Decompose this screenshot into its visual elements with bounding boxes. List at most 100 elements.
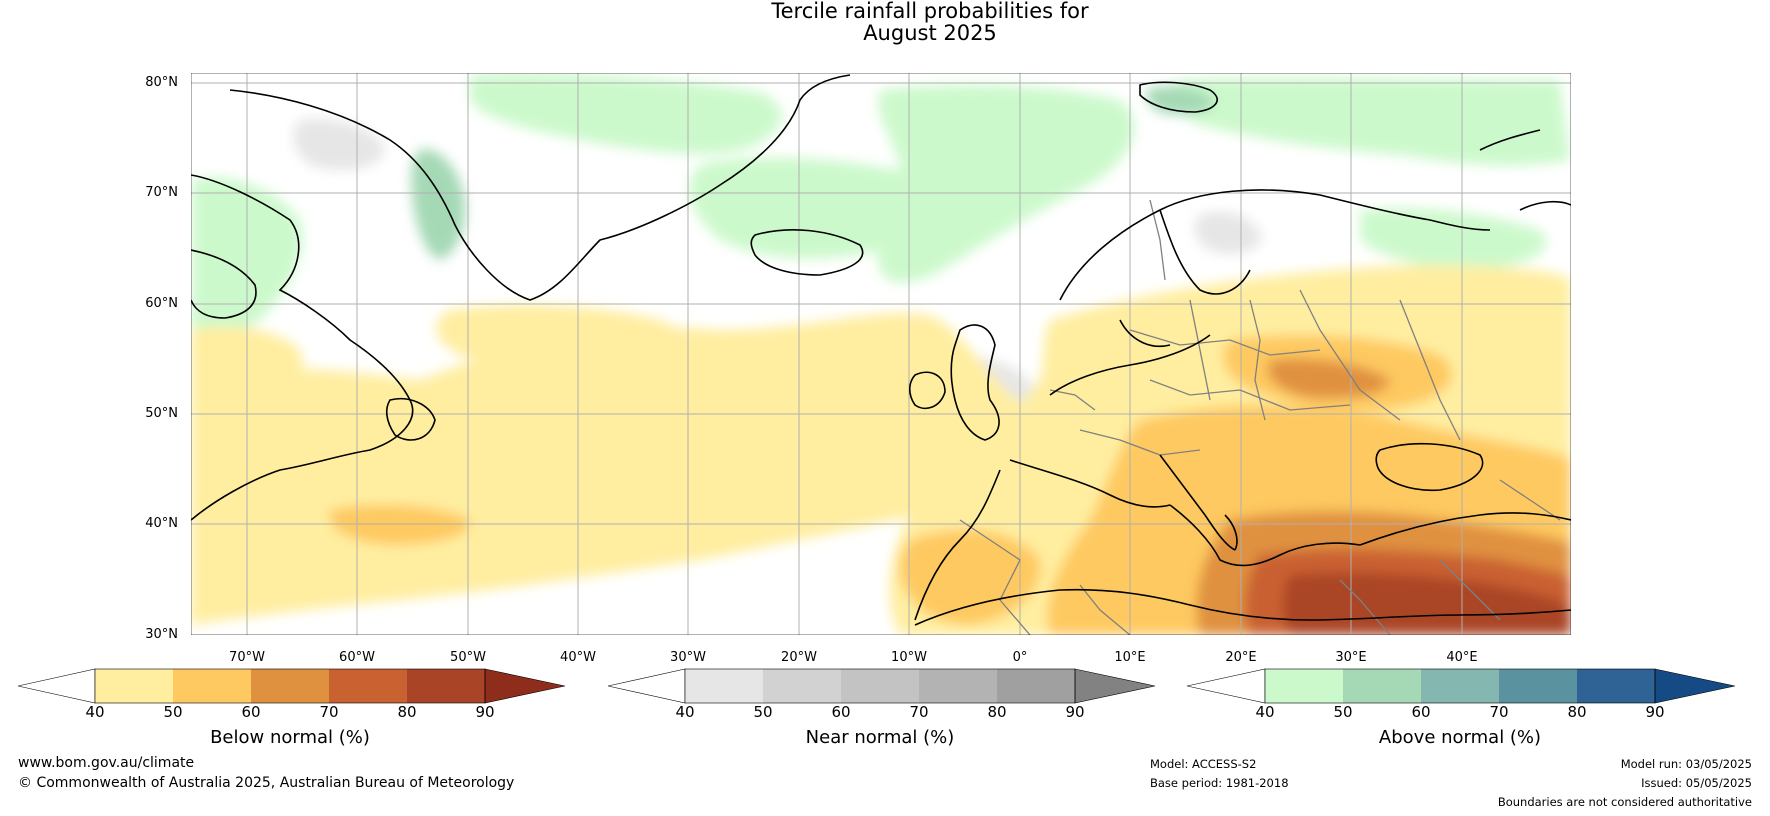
- colorbar-above-normal-tick: 80: [1567, 703, 1587, 721]
- colorbar-above-normal-tick: 70: [1489, 703, 1509, 721]
- above-normal-region-iceland-sea: [689, 157, 939, 259]
- footer-website: www.bom.gov.au/climate: [18, 755, 195, 771]
- lat-label-30n: 30°N: [145, 627, 178, 642]
- colorbar-below-normal-bin-40: [95, 669, 173, 703]
- colorbar-near-normal-bin-70: [919, 669, 997, 703]
- colorbar-above-normal-bin-40: [1265, 669, 1343, 703]
- colorbar-above-normal-bin-50: [1343, 669, 1421, 703]
- lon-label-60w: 60°W: [339, 650, 375, 665]
- colorbar-above-normal-label: Above normal (%): [1378, 727, 1542, 748]
- lon-label-40w: 40°W: [560, 650, 596, 665]
- lon-label-20w: 20°W: [781, 650, 817, 665]
- chart-title-line-1: Tercile rainfall probabilities for: [771, 0, 1089, 23]
- greenland-coast: [229, 74, 851, 301]
- lon-label-10e: 10°E: [1114, 650, 1146, 665]
- probability-shading: [191, 73, 1571, 635]
- colorbar-near-normal-tick: 50: [753, 703, 773, 721]
- colorbar-above-normal-upper-extension: [1654, 668, 1736, 704]
- lat-label-80n: 80°N: [145, 75, 178, 90]
- below-normal-region-iberia: [899, 529, 1041, 625]
- colorbar-below-normal-bin-60: [251, 669, 329, 703]
- footer-model-run: Model run: 03/05/2025: [1620, 757, 1752, 771]
- colorbar-below-normal-tick: 60: [241, 703, 261, 721]
- colorbar-near-normal-tick: 80: [987, 703, 1007, 721]
- colorbar-above-normal-bin-60: [1421, 669, 1499, 703]
- iceland-coast: [750, 229, 864, 276]
- colorbar-near-normal-bin-40: [685, 669, 763, 703]
- colorbar-near-normal-tick: 60: [831, 703, 851, 721]
- footer-copyright: © Commonwealth of Australia 2025, Austra…: [18, 775, 515, 791]
- colorbar-near-normal-bin-50: [763, 669, 841, 703]
- footer-issued: Issued: 05/05/2025: [1641, 776, 1752, 790]
- chart-title-line-2: August 2025: [863, 21, 997, 45]
- footer-base-period: Base period: 1981-2018: [1150, 776, 1289, 790]
- colorbar-below-normal-tick: 70: [319, 703, 339, 721]
- black-sea-coast: [1375, 442, 1484, 492]
- newfoundland-coast: [385, 398, 436, 441]
- colorbar-above-normal-tick: 90: [1645, 703, 1665, 721]
- above-normal-region-north-atlantic: [470, 73, 782, 155]
- below-normal-region-central-atlantic: [436, 304, 686, 371]
- colorbar-below-normal-lower-extension: [17, 668, 96, 704]
- colorbar-above-normal-bin-80: [1577, 669, 1655, 703]
- lon-label-30e: 30°E: [1335, 650, 1367, 665]
- lon-label-40e: 40°E: [1446, 650, 1478, 665]
- above-normal-region-western-russia: [1360, 208, 1547, 270]
- colorbar-near-normal-tick: 90: [1065, 703, 1085, 721]
- near-normal-region-scandinavia: [1194, 211, 1262, 254]
- below-normal-region-atlantic: [191, 313, 1060, 625]
- colorbar-below-normal-bin-70: [329, 669, 407, 703]
- lon-label-0: 0°: [1012, 650, 1028, 665]
- colorbar-below-normal-tick: 90: [475, 703, 495, 721]
- near-normal-region-greenland: [293, 119, 385, 170]
- gridlines: [191, 73, 1571, 635]
- colorbar-above-normal-tick: 40: [1255, 703, 1275, 721]
- colorbar-near-normal-tick: 40: [675, 703, 695, 721]
- lat-label-60n: 60°N: [145, 296, 178, 311]
- below-normal-region-atlantic-band: [329, 504, 471, 545]
- colorbar-near-normal-upper-extension: [1074, 668, 1156, 704]
- colorbar-near-normal-bin-60: [841, 669, 919, 703]
- colorbar-below-normal-tick: 80: [397, 703, 417, 721]
- colorbar-below-normal-bin-80: [407, 669, 485, 703]
- lon-label-10w: 10°W: [891, 650, 927, 665]
- colorbar-near-normal-frame: [684, 668, 1076, 704]
- colorbar-above-normal-tick: 60: [1411, 703, 1431, 721]
- colorbar-above-normal-frame: [1264, 668, 1656, 704]
- north-africa-coast: [914, 588, 1571, 626]
- lat-label-70n: 70°N: [145, 185, 178, 200]
- lon-label-30w: 30°W: [670, 650, 706, 665]
- lon-label-20e: 20°E: [1225, 650, 1257, 665]
- colorbar-near-normal-bin-80: [997, 669, 1075, 703]
- uk-ireland-coast: [908, 324, 1000, 441]
- colorbar-below-normal-tick: 50: [163, 703, 183, 721]
- footer-disclaimer: Boundaries are not considered authoritat…: [1497, 795, 1752, 809]
- colorbar-below-normal-label: Below normal (%): [210, 727, 370, 748]
- canada-coast: [191, 174, 414, 521]
- italy-coast: [1159, 454, 1238, 551]
- above-normal-region-norwegian-sea: [877, 84, 1135, 283]
- colorbar-near-normal: [607, 668, 1156, 704]
- svalbard-coast: [1139, 81, 1218, 113]
- colorbar-below-normal-bin-50: [173, 669, 251, 703]
- colorbar-above-normal-lower-extension: [1186, 668, 1266, 704]
- scandinavia-coast: [1059, 189, 1491, 347]
- labrador-coast: [191, 249, 257, 319]
- europe-mainland-coast: [914, 334, 1571, 621]
- footer-model: Model: ACCESS-S2: [1150, 757, 1257, 771]
- colorbar-near-normal-tick: 70: [909, 703, 929, 721]
- above-normal-region-barents-sea: [1171, 77, 1570, 166]
- lon-label-70w: 70°W: [229, 650, 265, 665]
- above-normal-region-greenland-coast: [411, 149, 466, 260]
- lat-label-50n: 50°N: [145, 406, 178, 421]
- colorbar-near-normal-lower-extension: [607, 668, 686, 704]
- colorbar-above-normal-tick: 50: [1333, 703, 1353, 721]
- colorbar-below-normal-tick: 40: [85, 703, 105, 721]
- lat-label-40n: 40°N: [145, 516, 178, 531]
- colorbar-below-normal-frame: [94, 668, 486, 704]
- colorbar-near-normal-label: Near normal (%): [805, 727, 955, 748]
- colorbar-above-normal-bin-70: [1499, 669, 1577, 703]
- colorbar-above-normal: [1186, 668, 1736, 704]
- coastlines: [191, 74, 1571, 626]
